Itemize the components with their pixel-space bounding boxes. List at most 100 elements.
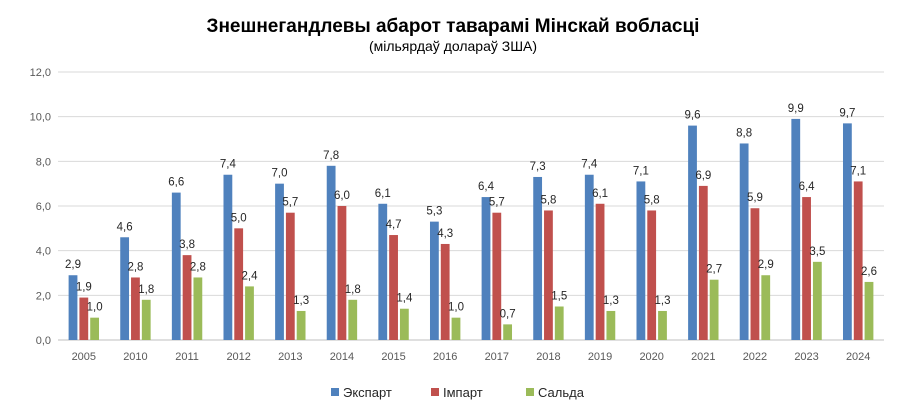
y-tick-label: 4,0 bbox=[36, 246, 51, 258]
bar bbox=[296, 310, 306, 340]
y-tick-label: 2,0 bbox=[36, 290, 51, 302]
data-label: 1,8 bbox=[138, 284, 154, 296]
bar bbox=[698, 185, 708, 340]
bar bbox=[68, 275, 78, 340]
data-label: 5,8 bbox=[644, 194, 660, 206]
bar bbox=[378, 203, 388, 340]
bar bbox=[636, 181, 646, 340]
x-tick-label: 2015 bbox=[381, 351, 405, 363]
data-label: 1,5 bbox=[551, 291, 567, 303]
bar bbox=[812, 261, 822, 340]
bar bbox=[647, 210, 657, 340]
data-label: 5,7 bbox=[489, 197, 505, 209]
bar bbox=[688, 125, 697, 340]
legend-swatch bbox=[526, 388, 534, 396]
data-label: 5,7 bbox=[282, 197, 298, 209]
bar bbox=[544, 210, 553, 340]
bar bbox=[440, 243, 450, 340]
bars bbox=[68, 118, 874, 341]
data-label: 1,8 bbox=[345, 284, 361, 296]
data-label: 7,3 bbox=[530, 161, 546, 173]
bar bbox=[223, 174, 233, 340]
bar bbox=[234, 228, 244, 340]
legend-item: Экспарт bbox=[331, 385, 392, 400]
bar bbox=[584, 174, 594, 340]
y-axis-ticks: 0,0 2,0 4,0 6,0 8,0 10,0 12,0 bbox=[30, 67, 51, 347]
x-axis-ticks: 2005 2010 2011 2012 2013 2014 2015 2016 2017 2018… bbox=[72, 351, 871, 363]
data-label: 7,8 bbox=[323, 150, 339, 162]
legend-item: Імпарт bbox=[431, 385, 483, 400]
bar bbox=[326, 165, 336, 340]
bar bbox=[451, 317, 461, 340]
bar bbox=[842, 123, 852, 340]
data-label: 2,9 bbox=[65, 259, 81, 271]
bar bbox=[389, 235, 398, 340]
data-label: 3,8 bbox=[179, 239, 195, 251]
legend-label: Экспарт bbox=[343, 385, 392, 400]
data-label: 6,9 bbox=[695, 170, 711, 182]
x-tick-label: 2017 bbox=[485, 351, 509, 363]
data-label: 5,8 bbox=[540, 194, 556, 206]
legend-swatch bbox=[431, 388, 439, 396]
data-label: 5,9 bbox=[747, 192, 763, 204]
bar bbox=[492, 212, 502, 340]
bar bbox=[429, 221, 439, 340]
data-label: 2,7 bbox=[706, 264, 722, 276]
bar bbox=[79, 297, 89, 340]
legend-swatch bbox=[331, 388, 339, 396]
bar bbox=[285, 212, 295, 340]
data-label: 7,0 bbox=[272, 168, 288, 180]
legend-label: Сальда bbox=[538, 385, 585, 400]
data-label: 6,6 bbox=[168, 177, 184, 189]
bar bbox=[120, 237, 130, 340]
bar bbox=[182, 255, 192, 340]
x-tick-label: 2011 bbox=[175, 351, 199, 363]
data-label: 6,4 bbox=[799, 181, 816, 193]
y-tick-label: 6,0 bbox=[36, 201, 51, 213]
x-tick-label: 2013 bbox=[278, 351, 302, 363]
chart-subtitle: (мільярдаў долараў ЗША) bbox=[369, 38, 537, 54]
data-label: 1,3 bbox=[293, 295, 309, 307]
bar bbox=[481, 197, 491, 340]
gridlines bbox=[58, 71, 884, 341]
data-label: 1,0 bbox=[448, 302, 464, 314]
data-label: 4,3 bbox=[437, 228, 453, 240]
bar bbox=[750, 208, 760, 340]
data-label: 1,3 bbox=[603, 295, 619, 307]
data-label: 1,9 bbox=[76, 282, 92, 294]
bar bbox=[275, 183, 284, 340]
bar bbox=[761, 275, 771, 340]
data-label: 9,6 bbox=[685, 110, 701, 122]
data-label: 9,9 bbox=[788, 103, 804, 115]
bar bbox=[739, 143, 749, 340]
bar bbox=[245, 286, 254, 340]
x-tick-label: 2021 bbox=[691, 351, 715, 363]
bar bbox=[193, 277, 203, 340]
bar bbox=[503, 324, 513, 340]
data-label: 6,1 bbox=[375, 188, 391, 200]
x-tick-label: 2020 bbox=[639, 351, 663, 363]
x-tick-label: 2012 bbox=[226, 351, 250, 363]
data-label: 2,6 bbox=[861, 266, 877, 278]
x-tick-label: 2022 bbox=[743, 351, 767, 363]
x-tick-label: 2023 bbox=[794, 351, 818, 363]
data-label: 2,8 bbox=[190, 261, 206, 273]
data-label: 6,1 bbox=[592, 188, 608, 200]
data-label: 8,8 bbox=[736, 127, 752, 139]
data-label: 5,0 bbox=[231, 212, 247, 224]
data-label: 1,4 bbox=[396, 293, 413, 305]
y-tick-label: 8,0 bbox=[36, 156, 51, 168]
data-labels: 2,9 1,9 1,0 4,6 2,8 1,8 6,6 3,8 2,8 7,4 5,0 2,4 7,0 5… bbox=[65, 103, 877, 320]
data-label: 7,1 bbox=[850, 165, 866, 177]
bar bbox=[658, 310, 667, 340]
x-tick-label: 2018 bbox=[536, 351, 560, 363]
legend-label: Імпарт bbox=[443, 385, 483, 400]
bar bbox=[791, 118, 801, 341]
data-label: 2,4 bbox=[241, 270, 258, 282]
bar bbox=[802, 197, 811, 340]
data-label: 7,4 bbox=[581, 159, 598, 171]
bar bbox=[141, 299, 151, 340]
data-label: 0,7 bbox=[500, 308, 516, 320]
data-label: 5,3 bbox=[426, 206, 442, 218]
bar bbox=[606, 310, 616, 340]
